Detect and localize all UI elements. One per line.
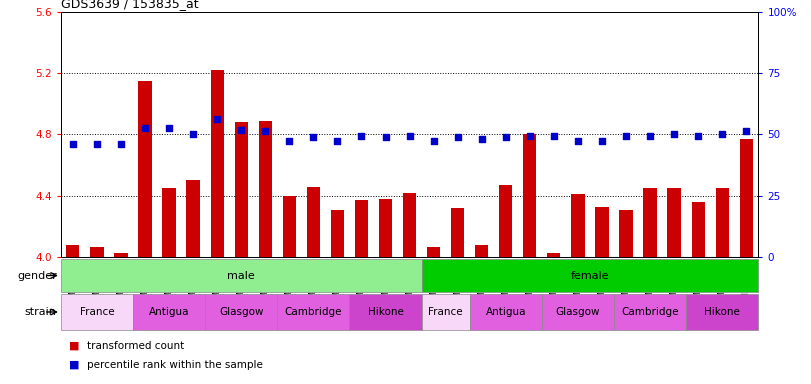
- Text: ■: ■: [69, 341, 79, 351]
- Bar: [620, 210, 633, 257]
- Point: [114, 141, 127, 147]
- Text: GDS3639 / 153835_at: GDS3639 / 153835_at: [61, 0, 199, 10]
- Point: [139, 125, 152, 131]
- Point: [620, 133, 633, 139]
- Text: gender: gender: [17, 270, 57, 281]
- Bar: [422, 259, 758, 292]
- Bar: [667, 188, 680, 257]
- Bar: [187, 180, 200, 257]
- Text: Antigua: Antigua: [486, 307, 526, 317]
- Bar: [470, 294, 542, 330]
- Bar: [595, 207, 608, 257]
- Point: [259, 128, 272, 134]
- Bar: [90, 247, 104, 257]
- Bar: [715, 188, 729, 257]
- Bar: [162, 188, 176, 257]
- Text: male: male: [227, 270, 255, 281]
- Bar: [211, 70, 224, 257]
- Point: [331, 137, 344, 144]
- Text: transformed count: transformed count: [87, 341, 184, 351]
- Point: [379, 134, 392, 141]
- Point: [572, 137, 585, 144]
- Text: Antigua: Antigua: [148, 307, 189, 317]
- Bar: [307, 187, 320, 257]
- Point: [234, 127, 247, 133]
- Text: Glasgow: Glasgow: [556, 307, 600, 317]
- Bar: [355, 200, 368, 257]
- Point: [67, 141, 79, 147]
- Bar: [205, 294, 277, 330]
- Point: [547, 133, 560, 139]
- Bar: [283, 196, 296, 257]
- Bar: [379, 199, 393, 257]
- Bar: [523, 134, 536, 257]
- Bar: [350, 294, 422, 330]
- Bar: [451, 208, 464, 257]
- Point: [523, 133, 536, 139]
- Bar: [475, 245, 488, 257]
- Text: France: France: [79, 307, 114, 317]
- Bar: [614, 294, 686, 330]
- Point: [307, 134, 320, 141]
- Bar: [133, 294, 205, 330]
- Text: percentile rank within the sample: percentile rank within the sample: [87, 360, 263, 370]
- Bar: [277, 294, 350, 330]
- Bar: [499, 185, 513, 257]
- Point: [355, 133, 368, 139]
- Bar: [139, 81, 152, 257]
- Point: [595, 137, 608, 144]
- Point: [451, 134, 464, 141]
- Bar: [114, 253, 127, 257]
- Text: Hikone: Hikone: [704, 307, 740, 317]
- Point: [475, 136, 488, 142]
- Text: Hikone: Hikone: [367, 307, 403, 317]
- Text: Cambridge: Cambridge: [621, 307, 679, 317]
- Bar: [422, 294, 470, 330]
- Bar: [234, 122, 248, 257]
- Bar: [547, 253, 560, 257]
- Text: ■: ■: [69, 360, 79, 370]
- Bar: [403, 193, 416, 257]
- Text: Cambridge: Cambridge: [285, 307, 342, 317]
- Bar: [686, 294, 758, 330]
- Point: [211, 116, 224, 122]
- Bar: [61, 259, 422, 292]
- Bar: [331, 210, 344, 257]
- Point: [283, 137, 296, 144]
- Bar: [643, 188, 657, 257]
- Text: strain: strain: [25, 307, 57, 317]
- Bar: [571, 194, 585, 257]
- Point: [644, 133, 657, 139]
- Bar: [61, 294, 133, 330]
- Point: [187, 131, 200, 137]
- Point: [667, 131, 680, 137]
- Text: France: France: [428, 307, 463, 317]
- Text: female: female: [571, 270, 609, 281]
- Point: [90, 141, 103, 147]
- Bar: [542, 294, 614, 330]
- Bar: [427, 247, 440, 257]
- Bar: [259, 121, 272, 257]
- Bar: [740, 139, 753, 257]
- Point: [716, 131, 729, 137]
- Point: [162, 125, 175, 131]
- Bar: [67, 245, 79, 257]
- Point: [403, 133, 416, 139]
- Point: [692, 133, 705, 139]
- Text: Glasgow: Glasgow: [219, 307, 264, 317]
- Bar: [692, 202, 705, 257]
- Point: [500, 134, 513, 141]
- Point: [740, 128, 753, 134]
- Point: [427, 137, 440, 144]
